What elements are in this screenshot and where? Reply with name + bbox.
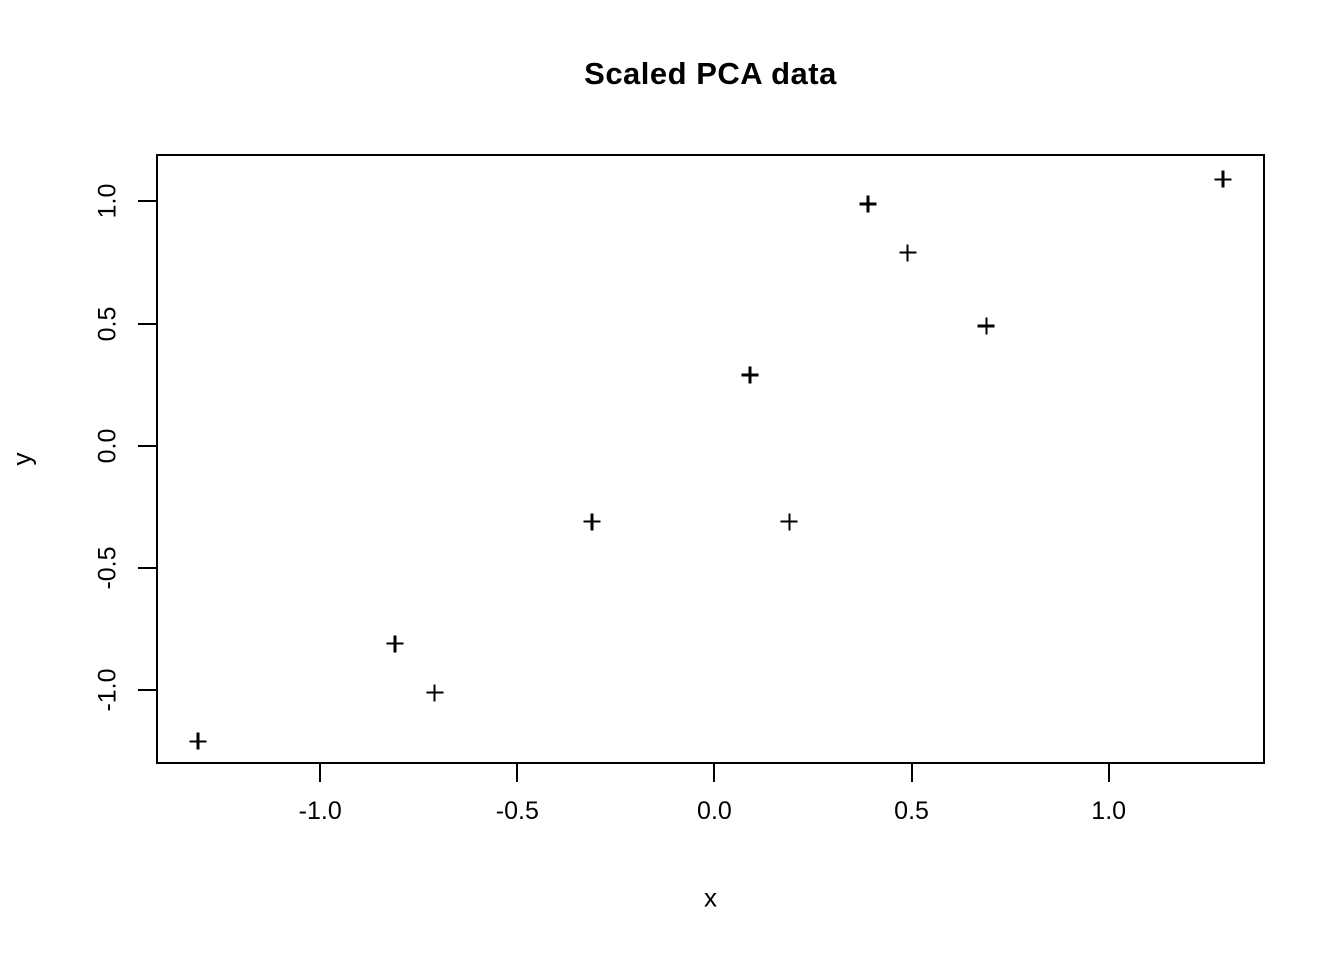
plot-border xyxy=(156,154,1265,764)
x-tick-label: 1.0 xyxy=(1091,797,1127,825)
data-point-marker xyxy=(583,513,601,531)
x-tick-mark xyxy=(910,763,913,782)
chart-title: Scaled PCA data xyxy=(584,56,837,91)
data-point-marker xyxy=(977,317,995,335)
data-point-marker xyxy=(780,513,798,531)
data-point-marker xyxy=(386,635,404,653)
y-tick-mark xyxy=(138,689,157,692)
y-tick-mark xyxy=(138,322,157,325)
y-axis-title: y xyxy=(6,452,37,466)
y-tick-mark xyxy=(138,566,157,569)
y-tick-label: 0.5 xyxy=(93,306,122,341)
y-tick-label: 1.0 xyxy=(93,184,122,219)
y-tick-label: 0.0 xyxy=(93,428,122,464)
data-point-marker xyxy=(741,366,759,384)
x-tick-label: -0.5 xyxy=(495,797,539,825)
plot-canvas: x y -1.0 -0.5 0.0 0.5 1.0 -1.0 -0.5 0.0 0.5 1.0 xyxy=(7,155,1264,913)
x-tick-mark xyxy=(516,763,519,782)
x-tick-label: 0.0 xyxy=(697,797,732,825)
x-tick-mark xyxy=(319,763,322,782)
y-tick-label: -1.0 xyxy=(93,668,122,712)
x-tick-label: -1.0 xyxy=(298,797,342,825)
y-tick-label: -0.5 xyxy=(93,546,122,590)
x-tick-mark xyxy=(1107,763,1110,782)
x-tick-label: 0.5 xyxy=(894,797,929,825)
data-point-marker xyxy=(426,684,444,702)
data-point-marker xyxy=(1214,170,1232,188)
data-point-marker xyxy=(189,732,207,750)
data-point-marker xyxy=(899,244,917,262)
y-tick-mark xyxy=(138,200,157,203)
data-point-marker xyxy=(859,195,877,213)
y-tick-mark xyxy=(138,444,157,447)
x-tick-mark xyxy=(713,763,716,782)
x-axis-title: x xyxy=(704,882,717,913)
